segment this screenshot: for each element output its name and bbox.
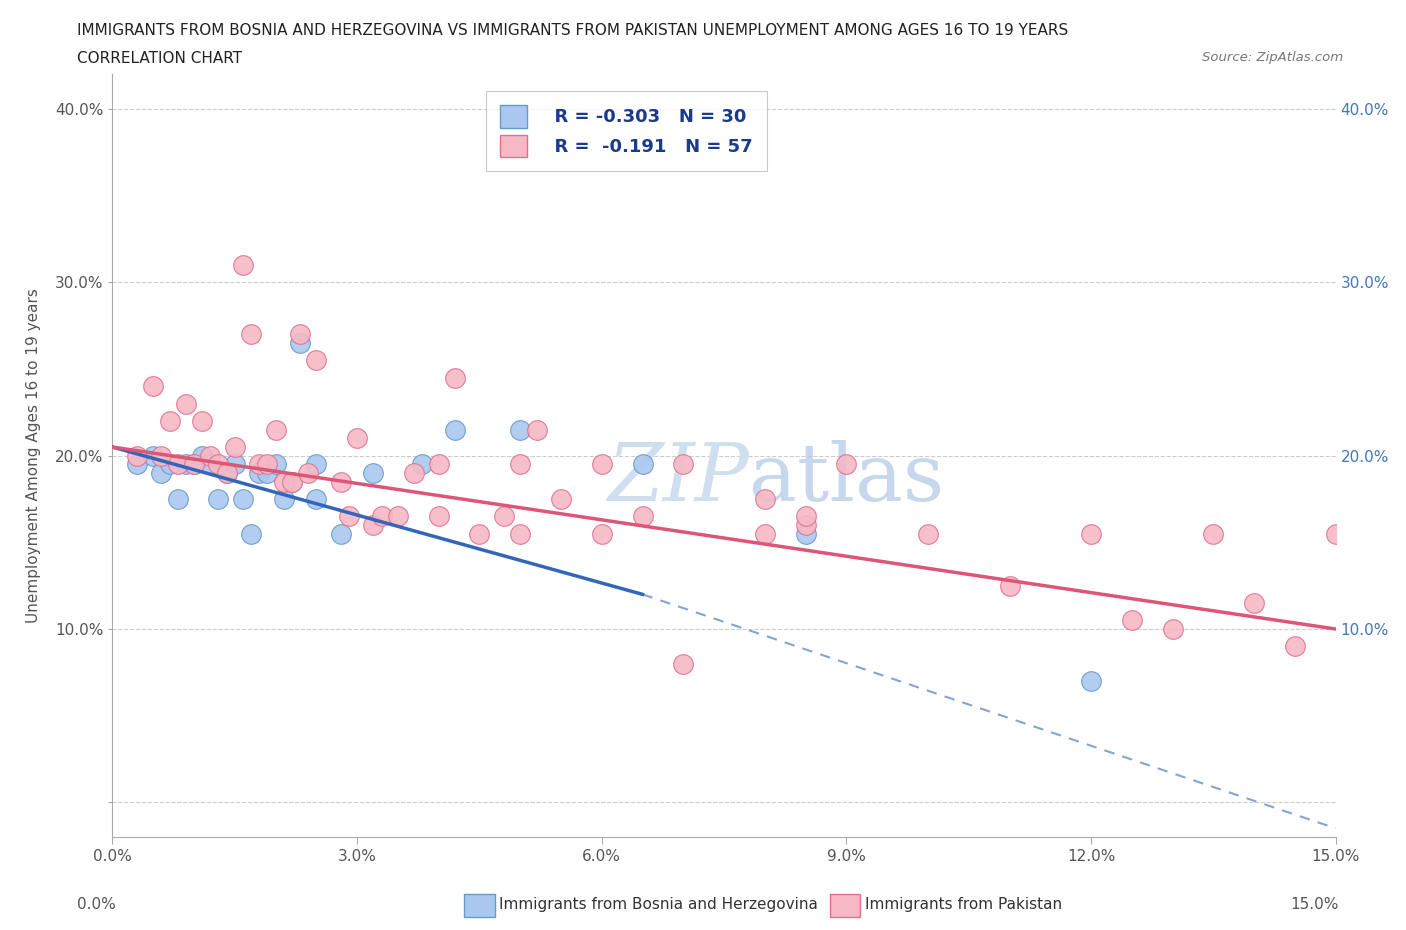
Point xyxy=(492,509,515,524)
Point xyxy=(247,466,270,481)
Point xyxy=(281,474,304,489)
Point xyxy=(754,492,776,507)
Point xyxy=(159,457,181,472)
Point xyxy=(1080,673,1102,688)
Point xyxy=(305,352,328,367)
Point xyxy=(363,466,385,481)
Point xyxy=(1202,526,1225,541)
Text: 15.0%: 15.0% xyxy=(1291,897,1339,912)
Point xyxy=(998,578,1021,593)
Point xyxy=(166,457,188,472)
Point xyxy=(1121,613,1143,628)
Point xyxy=(1284,639,1306,654)
Point xyxy=(232,492,254,507)
Point xyxy=(794,509,817,524)
Point xyxy=(264,457,287,472)
Point xyxy=(411,457,433,472)
Point xyxy=(183,457,205,472)
Point xyxy=(215,466,238,481)
Point xyxy=(591,526,613,541)
Point xyxy=(224,457,246,472)
Point xyxy=(288,327,311,342)
Point xyxy=(370,509,392,524)
Point xyxy=(240,327,263,342)
Point xyxy=(174,396,197,411)
Point xyxy=(509,457,531,472)
Text: CORRELATION CHART: CORRELATION CHART xyxy=(77,51,242,66)
Point xyxy=(191,448,214,463)
Point xyxy=(526,422,548,437)
Point xyxy=(224,440,246,455)
Point xyxy=(207,457,229,472)
Point xyxy=(917,526,939,541)
Point xyxy=(509,422,531,437)
Point xyxy=(142,379,165,393)
Point xyxy=(200,457,222,472)
Point xyxy=(794,518,817,533)
Point xyxy=(150,448,173,463)
Point xyxy=(183,457,205,472)
Point xyxy=(207,492,229,507)
Point xyxy=(404,466,426,481)
Point xyxy=(672,657,695,671)
Point xyxy=(550,492,572,507)
Point xyxy=(346,431,368,445)
Point xyxy=(256,466,278,481)
Point xyxy=(631,457,654,472)
Point xyxy=(1324,526,1347,541)
Point xyxy=(273,492,295,507)
Point xyxy=(264,422,287,437)
Point xyxy=(281,474,304,489)
Point xyxy=(509,526,531,541)
Point xyxy=(159,414,181,429)
Text: ZIP: ZIP xyxy=(607,440,748,517)
Point xyxy=(174,457,197,472)
Point xyxy=(305,457,328,472)
Point xyxy=(1243,595,1265,610)
Point xyxy=(1080,526,1102,541)
Point xyxy=(427,509,450,524)
Y-axis label: Unemployment Among Ages 16 to 19 years: Unemployment Among Ages 16 to 19 years xyxy=(27,288,41,623)
Point xyxy=(142,448,165,463)
Point xyxy=(288,336,311,351)
Point xyxy=(256,457,278,472)
Point xyxy=(754,526,776,541)
Text: 0.0%: 0.0% xyxy=(77,897,117,912)
Point xyxy=(631,509,654,524)
Point xyxy=(247,457,270,472)
Text: Immigrants from Pakistan: Immigrants from Pakistan xyxy=(865,897,1062,912)
Point xyxy=(215,466,238,481)
Point xyxy=(166,492,188,507)
Point xyxy=(835,457,858,472)
Point xyxy=(125,448,148,463)
Point xyxy=(337,509,360,524)
Point xyxy=(273,474,295,489)
Point xyxy=(591,457,613,472)
Point xyxy=(297,466,319,481)
Point xyxy=(794,526,817,541)
Point xyxy=(387,509,409,524)
Point xyxy=(125,457,148,472)
Point xyxy=(329,526,352,541)
Point xyxy=(150,466,173,481)
Text: Immigrants from Bosnia and Herzegovina: Immigrants from Bosnia and Herzegovina xyxy=(499,897,818,912)
Point xyxy=(232,258,254,272)
Text: Source: ZipAtlas.com: Source: ZipAtlas.com xyxy=(1202,51,1343,64)
Point xyxy=(672,457,695,472)
Text: IMMIGRANTS FROM BOSNIA AND HERZEGOVINA VS IMMIGRANTS FROM PAKISTAN UNEMPLOYMENT : IMMIGRANTS FROM BOSNIA AND HERZEGOVINA V… xyxy=(77,23,1069,38)
Point xyxy=(329,474,352,489)
Text: atlas: atlas xyxy=(748,440,943,518)
Point xyxy=(363,518,385,533)
Point xyxy=(305,492,328,507)
Point xyxy=(444,370,467,385)
Point xyxy=(427,457,450,472)
Point xyxy=(191,414,214,429)
Legend:   R = -0.303   N = 30,   R =  -0.191   N = 57: R = -0.303 N = 30, R = -0.191 N = 57 xyxy=(485,91,766,171)
Point xyxy=(444,422,467,437)
Point xyxy=(240,526,263,541)
Point xyxy=(468,526,491,541)
Point xyxy=(1161,621,1184,636)
Point xyxy=(200,448,222,463)
